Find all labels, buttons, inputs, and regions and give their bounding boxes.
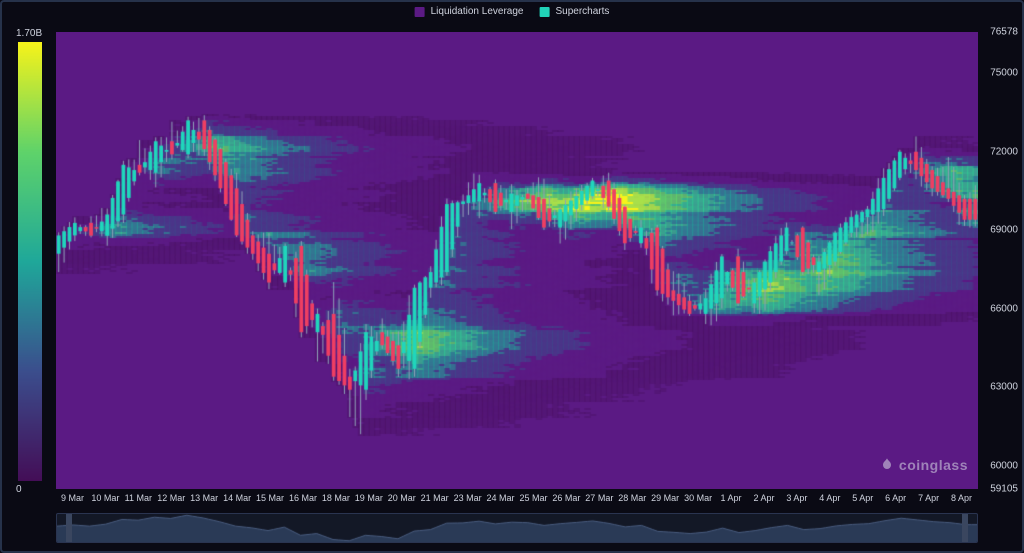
legend-swatch-liquidation [415,7,425,17]
colorbar-max-label: 1.70B [16,28,42,39]
x-tick-label: 1 Apr [721,493,742,503]
chart-plot-area[interactable] [56,32,978,489]
x-axis: 9 Mar 10 Mar 11 Mar 12 Mar 13 Mar 14 Mar 15 Ma… [56,493,978,511]
y-tick-label: 76578 [990,27,1018,38]
navigator[interactable] [56,513,978,543]
x-tick-label: 4 Apr [819,493,840,503]
chart-container: { "legend": { "items": [ { "label": "Liq… [0,0,1024,553]
x-tick-label: 18 Mar [322,493,350,503]
x-tick-label: 14 Mar [223,493,251,503]
x-tick-label: 13 Mar [190,493,218,503]
x-tick-label: 24 Mar [487,493,515,503]
x-tick-label: 10 Mar [91,493,119,503]
y-tick-label: 66000 [990,303,1018,314]
x-tick-label: 3 Apr [786,493,807,503]
x-tick-label: 23 Mar [454,493,482,503]
x-tick-label: 25 Mar [519,493,547,503]
x-tick-label: 21 Mar [421,493,449,503]
x-tick-label: 20 Mar [388,493,416,503]
y-tick-label: 75000 [990,68,1018,79]
colorbar-gradient [18,42,42,481]
x-tick-label: 30 Mar [684,493,712,503]
navigator-handle-right[interactable] [962,514,968,542]
y-tick-label: 60000 [990,460,1018,471]
legend-label-supercharts: Supercharts [555,6,609,17]
x-tick-label: 28 Mar [618,493,646,503]
candlestick-layer [56,32,978,489]
coinglass-logo-icon [879,457,895,473]
y-tick-label: 63000 [990,382,1018,393]
legend-swatch-supercharts [539,7,549,17]
x-tick-label: 27 Mar [585,493,613,503]
x-tick-label: 16 Mar [289,493,317,503]
x-tick-label: 9 Mar [61,493,84,503]
x-tick-label: 26 Mar [552,493,580,503]
legend-item-liquidation[interactable]: Liquidation Leverage [415,6,524,17]
x-tick-label: 19 Mar [355,493,383,503]
x-tick-label: 11 Mar [125,493,152,503]
x-tick-label: 5 Apr [852,493,873,503]
y-tick-label: 59105 [990,484,1018,495]
legend-label-liquidation: Liquidation Leverage [431,6,524,17]
x-tick-label: 15 Mar [256,493,284,503]
x-tick-label: 6 Apr [885,493,906,503]
navigator-sparkline [57,514,977,542]
watermark-text: coinglass [899,457,968,473]
x-tick-label: 29 Mar [651,493,679,503]
colorbar-min-label: 0 [16,484,22,495]
x-tick-label: 2 Apr [753,493,774,503]
x-tick-label: 12 Mar [157,493,185,503]
colorbar: 1.70B 0 [18,42,42,481]
x-tick-label: 8 Apr [951,493,972,503]
legend: Liquidation Leverage Supercharts [415,6,610,17]
watermark: coinglass [879,457,968,473]
legend-item-supercharts[interactable]: Supercharts [539,6,609,17]
y-tick-label: 69000 [990,225,1018,236]
navigator-handle-left[interactable] [66,514,72,542]
y-tick-label: 72000 [990,146,1018,157]
y-axis: 7657875000720006900066000630006000059105 [982,32,1018,489]
x-tick-label: 7 Apr [918,493,939,503]
